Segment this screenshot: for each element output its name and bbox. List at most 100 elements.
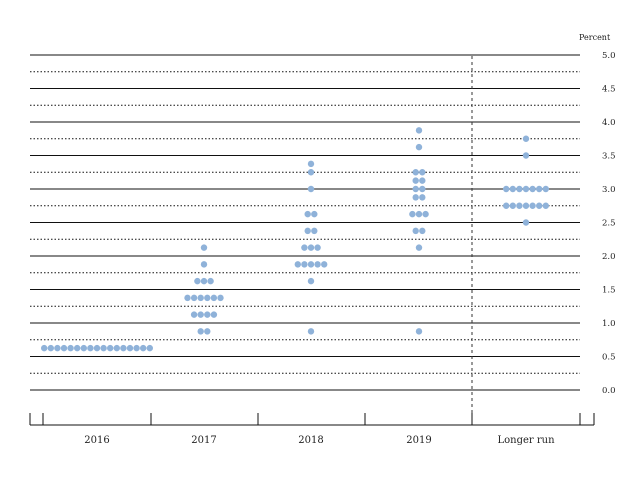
dot-point — [200, 244, 208, 251]
dot-point — [197, 328, 204, 335]
dot-point — [190, 311, 198, 318]
y-unit-label: Percent — [579, 33, 611, 42]
dot-point — [200, 261, 208, 268]
dot-point — [307, 277, 315, 285]
dot-point — [80, 344, 88, 352]
dot-point — [204, 294, 211, 302]
dot-point — [100, 344, 107, 352]
dot-point — [146, 344, 153, 352]
dot-point — [415, 244, 423, 251]
dot-point — [107, 344, 114, 352]
dot-point — [503, 185, 510, 193]
dots — [41, 127, 549, 352]
dot-point — [542, 202, 549, 209]
dot-point — [210, 311, 218, 318]
dot-point — [419, 177, 426, 184]
dot-point — [412, 177, 419, 184]
dot-point — [509, 202, 516, 209]
x-category-label: Longer run — [497, 435, 555, 446]
dot-point — [93, 344, 101, 352]
dot-point — [415, 143, 423, 151]
dot-point — [304, 227, 311, 235]
dot-point — [516, 202, 523, 209]
y-tick-label: 0.5 — [602, 353, 616, 363]
dot-point — [536, 202, 543, 209]
dot-point — [503, 202, 510, 209]
dot-point — [516, 185, 523, 193]
dot-point — [509, 185, 516, 193]
dot-point — [419, 227, 426, 235]
y-tick-labels: 5.0 4.5 4.0 3.5 3.0 2.5 2.0 1.5 1.0 0.5 0.0 — [602, 51, 616, 396]
x-category-label: 2018 — [298, 435, 323, 446]
dot-point — [120, 344, 127, 352]
y-tick-label: 0.0 — [602, 386, 616, 396]
dot-point — [204, 328, 211, 335]
x-category-label: 2019 — [406, 435, 431, 446]
gridlines — [30, 54, 580, 391]
dot-point — [184, 294, 191, 302]
dot-point — [412, 185, 419, 193]
dot-point — [307, 185, 315, 193]
dot-point — [307, 328, 315, 335]
dot-point — [301, 244, 308, 251]
dot-point — [41, 344, 48, 352]
dot-point — [140, 344, 147, 352]
dot-point — [87, 344, 94, 352]
y-tick-label: 1.0 — [602, 319, 616, 329]
x-category-label: 2017 — [191, 435, 216, 446]
dot-point — [307, 244, 315, 251]
dot-point — [307, 261, 315, 268]
y-tick-label: 3.5 — [602, 152, 616, 162]
y-tick-label: 2.5 — [602, 219, 616, 229]
dot-point — [301, 261, 308, 268]
dot-point — [415, 127, 423, 134]
dot-point — [133, 344, 140, 352]
dot-point — [422, 210, 429, 218]
dot-point — [200, 277, 208, 285]
dot-point — [314, 261, 321, 268]
dot-point — [536, 185, 543, 193]
dot-point — [294, 261, 301, 268]
dot-point — [207, 277, 214, 285]
y-tick-label: 2.0 — [602, 252, 616, 262]
dot-point — [412, 227, 419, 235]
dot-point — [307, 169, 315, 176]
dot-point — [197, 311, 204, 318]
dot-point — [314, 244, 321, 251]
dot-point — [126, 344, 134, 352]
y-tick-label: 5.0 — [602, 51, 616, 61]
x-axis: 2016 2017 2018 2019 Longer run — [29, 413, 595, 446]
dot-point — [311, 210, 318, 218]
dot-point — [204, 311, 211, 318]
dot-point — [419, 194, 426, 201]
dot-point — [113, 344, 121, 352]
dot-point — [522, 219, 530, 226]
x-category-label: 2016 — [84, 435, 109, 446]
dot-point — [194, 277, 201, 285]
dot-point — [542, 185, 549, 193]
dot-point — [47, 344, 54, 352]
y-tick-label: 1.5 — [602, 286, 616, 296]
dot-point — [419, 185, 426, 193]
dot-point — [60, 344, 68, 352]
dot-point — [522, 152, 530, 159]
dot-point — [529, 202, 536, 209]
dot-point — [210, 294, 218, 302]
dot-point — [522, 135, 530, 142]
dot-point — [412, 194, 419, 201]
dot-point — [67, 344, 74, 352]
dot-point — [74, 344, 81, 352]
dot-point — [412, 169, 419, 176]
dot-point — [522, 202, 530, 209]
dot-point — [304, 210, 311, 218]
dot-point — [321, 261, 328, 268]
dot-point — [409, 210, 416, 218]
y-tick-label: 4.0 — [602, 118, 616, 128]
dot-point — [190, 294, 198, 302]
y-tick-label: 3.0 — [602, 185, 616, 195]
dot-point — [307, 160, 315, 168]
dot-point — [311, 227, 318, 235]
dot-point — [54, 344, 61, 352]
dot-point — [415, 328, 423, 335]
